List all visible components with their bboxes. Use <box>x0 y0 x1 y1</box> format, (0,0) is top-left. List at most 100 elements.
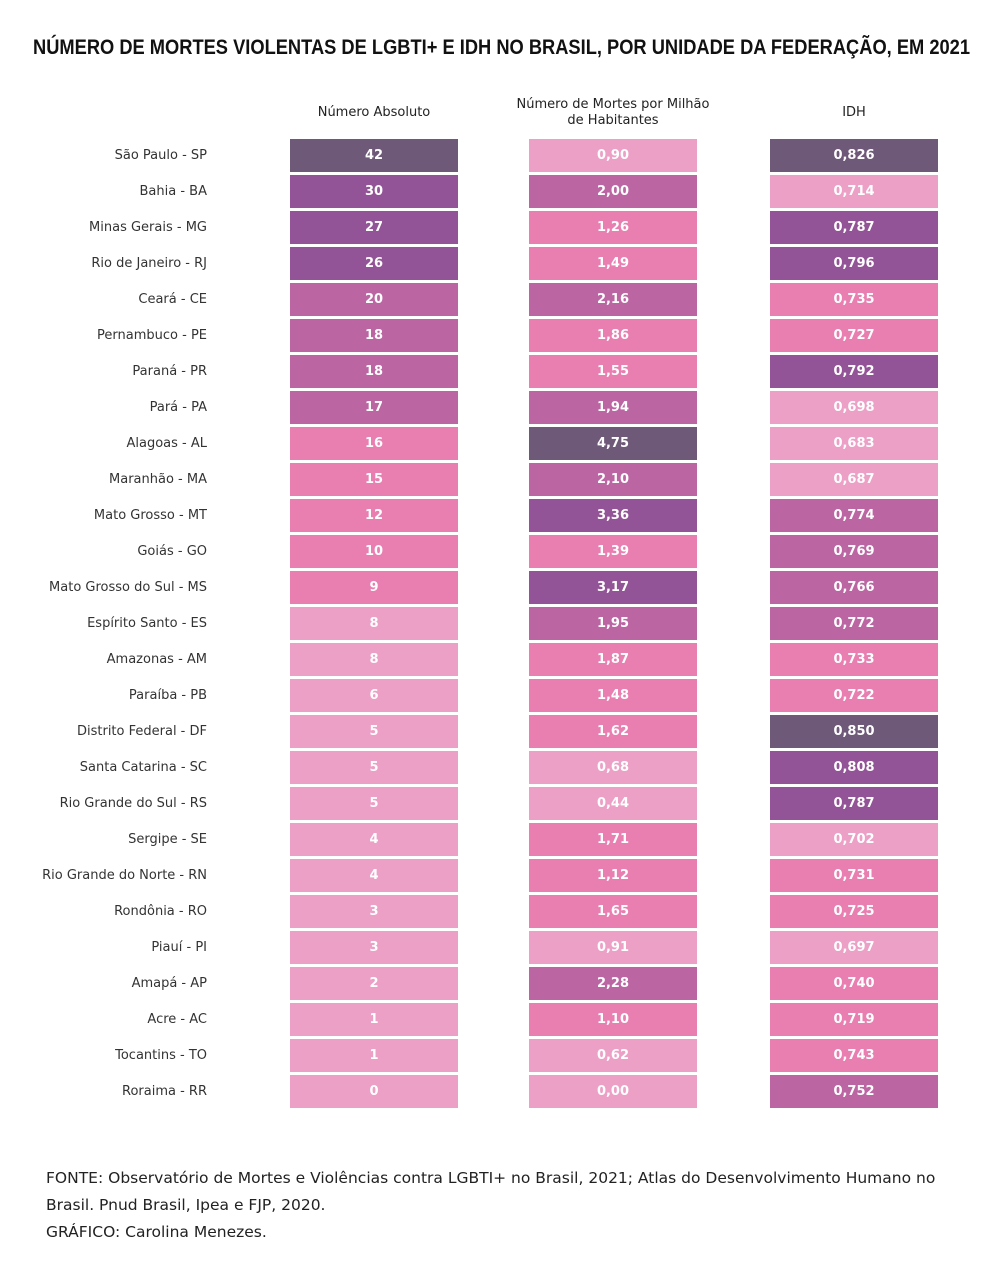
cell: 17 <box>290 391 458 424</box>
cell: 0,769 <box>770 535 938 568</box>
cell: 0,44 <box>529 787 697 820</box>
row-label: Mato Grosso - MT <box>93 508 207 523</box>
cell: 0,808 <box>770 751 938 784</box>
column-header: Número de Mortes por Milhão de Habitante… <box>516 97 710 128</box>
cell: 26 <box>290 247 458 280</box>
cell: 0,850 <box>770 715 938 748</box>
cell: 0,731 <box>770 859 938 892</box>
cell: 4 <box>290 823 458 856</box>
cell: 1,26 <box>529 211 697 244</box>
cell: 10 <box>290 535 458 568</box>
row-label: Maranhão - MA <box>109 472 207 487</box>
cell: 0,772 <box>770 607 938 640</box>
cell: 1,94 <box>529 391 697 424</box>
cell: 0,727 <box>770 319 938 352</box>
row-label: Mato Grosso do Sul - MS <box>49 580 207 595</box>
row-label: Amazonas - AM <box>106 652 207 667</box>
cell: 0,735 <box>770 283 938 316</box>
row-label: Tocantins - TO <box>115 1048 207 1063</box>
cell: 1,39 <box>529 535 697 568</box>
row-label: Amapá - AP <box>131 976 207 991</box>
cell: 5 <box>290 715 458 748</box>
cell: 0,722 <box>770 679 938 712</box>
row-label: Piauí - PI <box>151 940 207 955</box>
cell: 0,91 <box>529 931 697 964</box>
footer: FONTE: Observatório de Mortes e Violênci… <box>46 1165 936 1246</box>
row-label: Roraima - RR <box>122 1084 207 1099</box>
row-label: Pernambuco - PE <box>97 328 207 343</box>
row-label: Espírito Santo - ES <box>87 616 207 631</box>
credit: GRÁFICO: Carolina Menezes. <box>46 1223 267 1241</box>
cell: 0 <box>290 1075 458 1108</box>
row-label: Goiás - GO <box>137 544 207 559</box>
cell: 0,752 <box>770 1075 938 1108</box>
row-label: Bahia - BA <box>139 184 207 199</box>
cell: 0,697 <box>770 931 938 964</box>
cell: 1 <box>290 1039 458 1072</box>
title-box: NÚMERO DE MORTES VIOLENTAS DE LGBTI+ E I… <box>33 35 970 59</box>
cell: 1,10 <box>529 1003 697 1036</box>
cell: 0,687 <box>770 463 938 496</box>
cell: 5 <box>290 787 458 820</box>
cell: 1 <box>290 1003 458 1036</box>
row-label: Rio Grande do Norte - RN <box>42 868 207 883</box>
row-label: Ceará - CE <box>138 292 207 307</box>
cell: 0,766 <box>770 571 938 604</box>
column-header: Número Absoluto <box>317 105 431 120</box>
cell: 0,00 <box>529 1075 697 1108</box>
cell: 9 <box>290 571 458 604</box>
cell: 12 <box>290 499 458 532</box>
row-label: Alagoas - AL <box>126 436 207 451</box>
cell: 0,714 <box>770 175 938 208</box>
cell: 2,28 <box>529 967 697 1000</box>
cell: 3 <box>290 895 458 928</box>
cell: 0,698 <box>770 391 938 424</box>
row-label: Paraíba - PB <box>128 688 207 703</box>
cell: 0,683 <box>770 427 938 460</box>
cell: 0,725 <box>770 895 938 928</box>
row-label: Rio Grande do Sul - RS <box>59 796 207 811</box>
cell: 0,62 <box>529 1039 697 1072</box>
cell: 18 <box>290 355 458 388</box>
row-label: Distrito Federal - DF <box>76 724 207 739</box>
cell: 3,36 <box>529 499 697 532</box>
cell: 0,792 <box>770 355 938 388</box>
row-label: Minas Gerais - MG <box>89 220 207 235</box>
row-label: Pará - PA <box>149 400 207 415</box>
cell: 5 <box>290 751 458 784</box>
cell: 3,17 <box>529 571 697 604</box>
cell: 20 <box>290 283 458 316</box>
cell: 1,65 <box>529 895 697 928</box>
cell: 2 <box>290 967 458 1000</box>
cell: 8 <box>290 607 458 640</box>
cell: 0,787 <box>770 787 938 820</box>
cell: 1,48 <box>529 679 697 712</box>
row-label: Acre - AC <box>147 1012 207 1027</box>
cell: 2,10 <box>529 463 697 496</box>
cell: 1,62 <box>529 715 697 748</box>
cell: 0,90 <box>529 139 697 172</box>
cell: 1,12 <box>529 859 697 892</box>
cell: 0,702 <box>770 823 938 856</box>
cell: 0,774 <box>770 499 938 532</box>
cell: 0,743 <box>770 1039 938 1072</box>
cell: 18 <box>290 319 458 352</box>
cell: 8 <box>290 643 458 676</box>
cell: 0,68 <box>529 751 697 784</box>
cell: 0,787 <box>770 211 938 244</box>
cell: 15 <box>290 463 458 496</box>
cell: 2,00 <box>529 175 697 208</box>
cell: 4,75 <box>529 427 697 460</box>
row-label: Santa Catarina - SC <box>79 760 207 775</box>
cell: 1,86 <box>529 319 697 352</box>
cell: 0,796 <box>770 247 938 280</box>
row-label: Rio de Janeiro - RJ <box>91 256 207 271</box>
row-label: São Paulo - SP <box>114 148 207 163</box>
cell: 16 <box>290 427 458 460</box>
cell: 1,55 <box>529 355 697 388</box>
cell: 27 <box>290 211 458 244</box>
cell: 0,719 <box>770 1003 938 1036</box>
row-label: Paraná - PR <box>132 364 207 379</box>
cell: 1,71 <box>529 823 697 856</box>
